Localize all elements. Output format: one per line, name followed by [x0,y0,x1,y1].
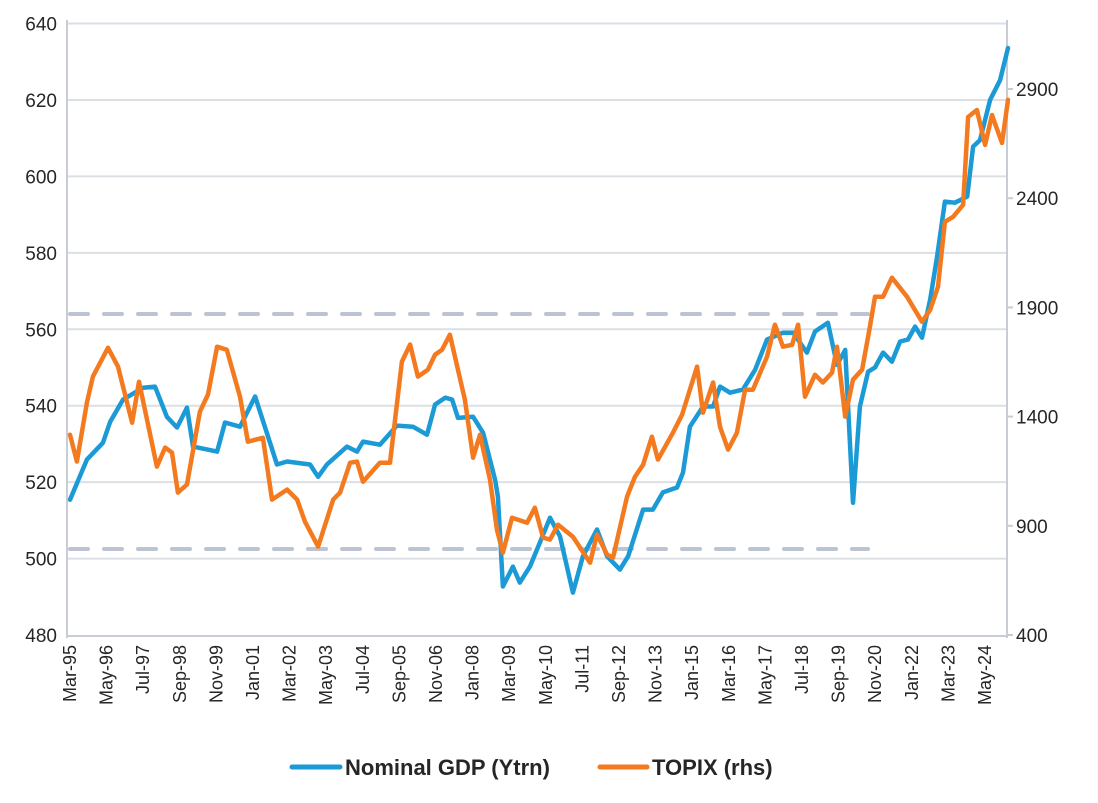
left-axis-tick-label: 640 [25,15,57,36]
x-axis-tick-label: Jul-97 [133,645,153,694]
reference-lines [68,311,870,552]
series-lines [67,45,1011,595]
x-axis-tick-label: Nov-20 [865,645,885,703]
right-axis-tick-label: 900 [1016,517,1048,538]
x-axis-tick-label: May-24 [975,645,995,705]
x-axis-ticks: Mar-95 May-96 Jul-97 Sep-98 Nov-99 Jan-01 Mar-… [60,645,995,705]
topix-line [67,97,1011,565]
legend: Nominal GDP (Ytrn) TOPIX (rhs) [289,755,773,780]
x-axis-tick-label: Mar-95 [60,645,80,702]
legend-label-topix: TOPIX (rhs) [652,755,773,780]
x-axis-tick-label: May-17 [755,645,775,705]
x-axis-tick-label: Sep-05 [389,645,409,703]
right-axis-tick-label: 2400 [1016,189,1058,210]
x-axis-tick-label: May-96 [97,645,117,705]
x-axis-tick-label: Mar-09 [499,645,519,702]
x-axis-tick-label: Sep-98 [170,645,190,703]
x-axis-tick-label: Mar-16 [719,645,739,702]
legend-label-gdp: Nominal GDP (Ytrn) [345,755,550,780]
x-axis-tick-label: Nov-99 [206,645,226,703]
x-axis-tick-label: Nov-06 [426,645,446,703]
x-axis-tick-label: Jan-08 [463,645,483,700]
legend-item-gdp: Nominal GDP (Ytrn) [289,755,550,780]
left-axis-tick-label: 540 [25,397,57,418]
x-axis-tick-label: Mar-23 [938,645,958,702]
x-axis-tick-label: Jan-22 [902,645,922,700]
left-axis-tick-label: 520 [25,473,57,494]
x-axis-tick-label: Jul-18 [792,645,812,694]
x-axis-tick-label: Jan-01 [243,645,263,700]
right-axis-tick-label: 400 [1016,626,1048,647]
x-axis-tick-label: Nov-13 [646,645,666,703]
left-axis-tick-label: 620 [25,91,57,112]
gridlines [67,22,1007,560]
left-axis-tick-label: 560 [25,320,57,341]
left-axis-tick-label: 580 [25,244,57,265]
left-axis-tick-label: 480 [25,626,57,647]
x-axis-tick-label: May-03 [316,645,336,705]
right-axis-tick-label: 1400 [1016,408,1058,429]
x-axis-tick-label: May-10 [536,645,556,705]
x-axis-tick-label: Sep-19 [829,645,849,703]
right-axis-tick-label: 2900 [1016,80,1058,101]
legend-item-topix: TOPIX (rhs) [597,755,773,780]
x-axis-tick-label: Jul-04 [353,645,373,694]
left-axis-ticks: 480 500 520 540 560 580 600 620 640 [25,15,57,648]
x-axis-tick-label: Jan-15 [682,645,702,700]
x-axis-tick-label: Sep-12 [609,645,629,703]
left-axis-tick-label: 500 [25,550,57,571]
left-axis-tick-label: 600 [25,167,57,188]
nominal-gdp-line [67,45,1011,595]
x-axis-tick-label: Jul-11 [572,645,592,693]
right-axis-ticks: 400 900 1400 1900 2400 2900 [1007,80,1058,647]
x-axis-tick-label: Mar-02 [280,645,300,702]
right-axis-tick-label: 1900 [1016,298,1058,319]
